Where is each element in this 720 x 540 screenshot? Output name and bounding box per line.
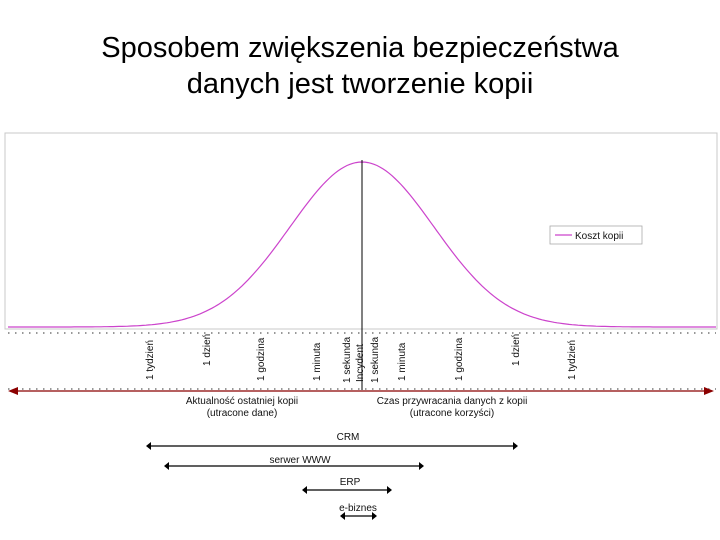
range-arrow-left-www (164, 462, 169, 470)
axis-caption-right-line1: Czas przywracania danych z kopii (377, 396, 528, 407)
tick-label-left-day: 1 dzień (202, 334, 213, 366)
range-label-erp: ERP (340, 477, 361, 488)
tick-label-right-hour: 1 godzina (454, 337, 465, 381)
tick-label-right-week: 1 tydzień (567, 340, 578, 380)
range-arrow-right-www (419, 462, 424, 470)
range-crm: CRM (146, 432, 518, 450)
time-axis-arrow-left (8, 387, 18, 395)
tick-label-left-second: 1 sekunda (342, 336, 353, 383)
title-line-2: danych jest tworzenie kopii (186, 68, 534, 100)
range-ebiznes: e-biznes (339, 503, 377, 520)
tick-label-right-second: 1 sekunda (370, 336, 381, 383)
range-www: serwer WWW (164, 455, 424, 470)
range-arrow-left-erp (302, 486, 307, 494)
axis-caption-left-line1: Aktualność ostatniej kopii (186, 396, 298, 407)
range-arrow-left-ebiznes (340, 512, 345, 520)
range-arrow-left-crm (146, 442, 151, 450)
legend-box (549, 225, 643, 245)
tick-label-right-minute: 1 minuta (397, 342, 408, 381)
tick-label-left-minute: 1 minuta (312, 342, 323, 381)
slide-title: Sposobem zwiększenia bezpieczeństwa dany… (0, 30, 720, 102)
title-line-1: Sposobem zwiększenia bezpieczeństwa (101, 32, 619, 64)
range-erp: ERP (302, 477, 392, 494)
plot-frame (4, 132, 718, 330)
tick-labels: 1 tydzień 1 dzień 1 godzina 1 minuta 1 s… (145, 334, 578, 383)
legend-label: Koszt kopii (575, 231, 623, 242)
tick-label-incident: Incydent (355, 344, 366, 382)
range-arrow-right-crm (513, 442, 518, 450)
axis-caption-left-line2: (utracone dane) (207, 408, 278, 419)
range-arrow-right-erp (387, 486, 392, 494)
legend: Koszt kopii (549, 225, 643, 245)
range-label-ebiznes: e-biznes (339, 503, 377, 514)
tick-label-left-week: 1 tydzień (145, 340, 156, 380)
range-label-www: serwer WWW (269, 455, 331, 466)
tick-label-left-hour: 1 godzina (256, 337, 267, 381)
time-axis-arrow-right (704, 387, 714, 395)
tick-label-right-day: 1 dzień (511, 334, 522, 366)
time-axis (8, 387, 714, 395)
range-label-crm: CRM (337, 432, 360, 443)
axis-caption-right-line2: (utracone korzyści) (410, 408, 494, 419)
range-arrow-right-ebiznes (372, 512, 377, 520)
